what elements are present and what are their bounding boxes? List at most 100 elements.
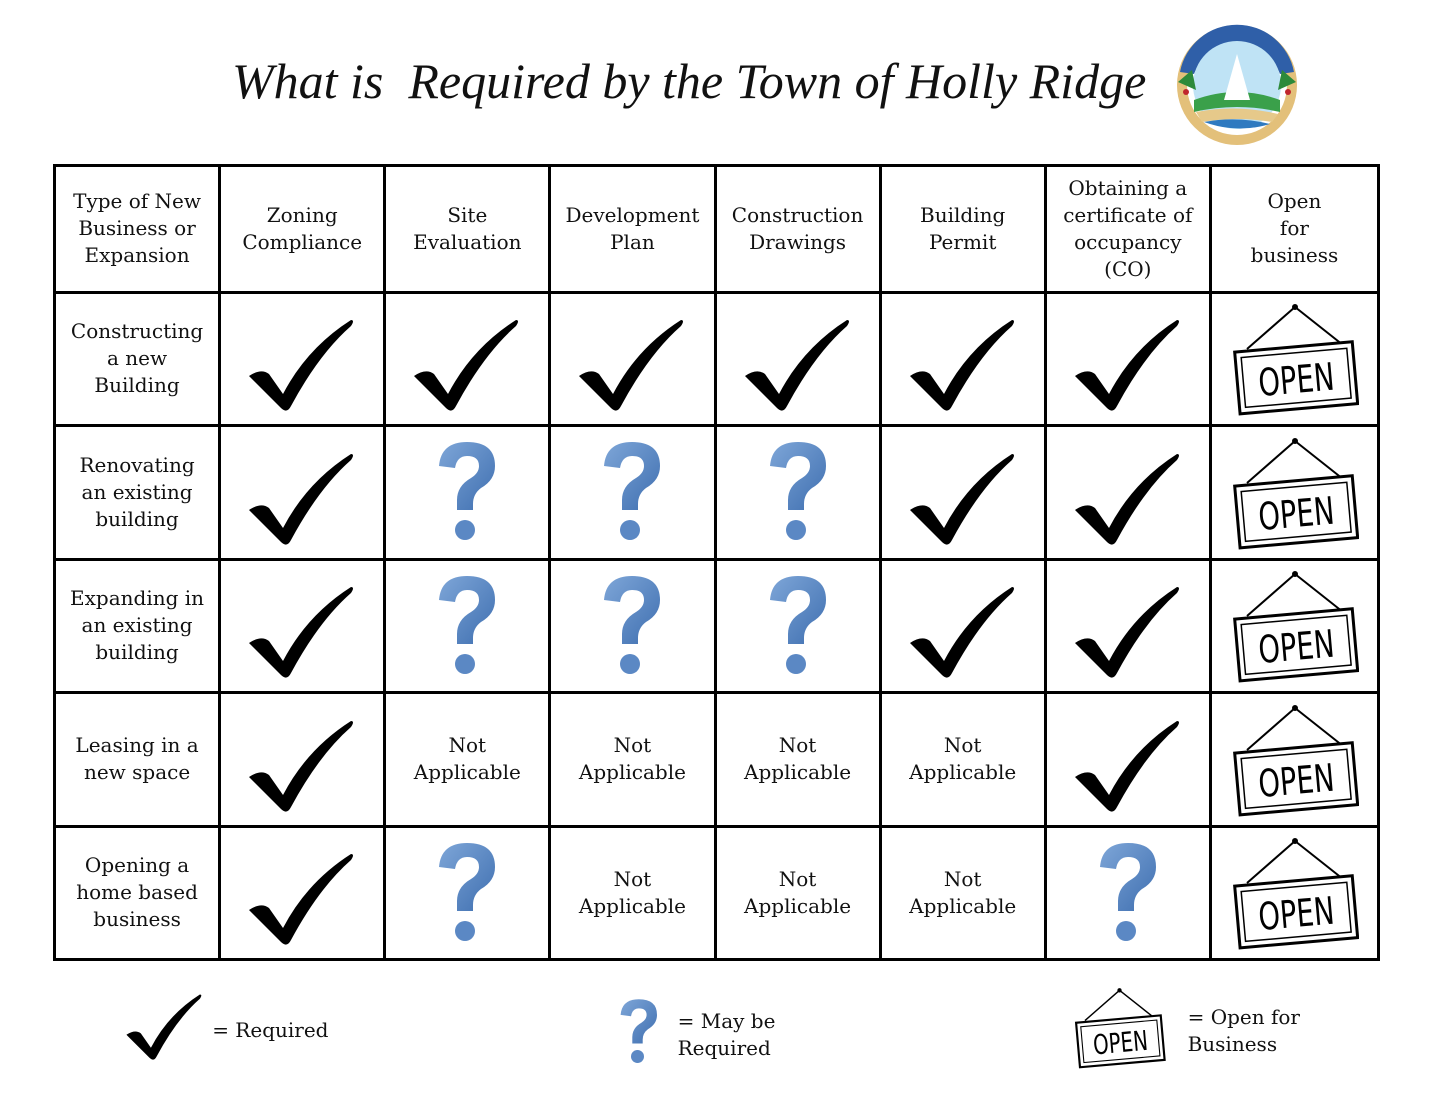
not-applicable-text: Not Applicable xyxy=(909,866,1017,918)
table-cell: Not Applicable xyxy=(716,694,882,828)
checkmark-icon xyxy=(247,452,357,547)
row-header: Opening a home based business xyxy=(56,827,222,958)
svg-text:OPEN: OPEN xyxy=(1257,622,1337,672)
not-applicable-text: Not Applicable xyxy=(744,866,852,918)
column-header-label: Open for business xyxy=(1250,189,1339,268)
checkmark-icon xyxy=(247,585,357,680)
column-header: Obtaining a certificate of occupancy (CO… xyxy=(1046,167,1212,294)
column-header: Building Permit xyxy=(881,167,1047,294)
table-cell xyxy=(221,560,387,694)
column-header-label: Development Plan xyxy=(565,202,700,254)
table-cell: OPEN xyxy=(1212,828,1377,959)
row-header-label: Constructing a new Building xyxy=(70,319,204,398)
open-sign-icon: OPEN xyxy=(1229,435,1360,550)
row-header: Renovating an existing building xyxy=(56,427,222,561)
table-cell xyxy=(881,560,1047,694)
legend-maybe-label: = May be Required xyxy=(677,1009,776,1061)
open-sign-icon: OPEN xyxy=(1229,835,1360,950)
table-cell xyxy=(551,293,717,427)
question-mark-icon xyxy=(435,440,499,544)
table-cell xyxy=(1047,827,1212,958)
table-cell: Not Applicable xyxy=(882,827,1047,958)
checkmark-icon xyxy=(125,993,204,1068)
row-header: Constructing a new Building xyxy=(56,293,222,427)
not-applicable-text: Not Applicable xyxy=(413,733,521,785)
column-header-label: Type of New Business or Expansion xyxy=(73,189,201,268)
checkmark-icon xyxy=(577,318,687,413)
table-cell: Not Applicable xyxy=(551,694,717,828)
not-applicable-text: Not Applicable xyxy=(578,733,686,785)
open-sign-icon: OPEN xyxy=(1072,986,1166,1076)
row-header-label: Expanding in an existing building xyxy=(70,586,205,665)
table-cell xyxy=(386,293,552,427)
table-cell xyxy=(1046,293,1212,427)
column-header: Zoning Compliance xyxy=(221,167,387,294)
checkmark-icon xyxy=(908,585,1018,680)
row-header-label: Renovating an existing building xyxy=(79,452,195,531)
svg-text:OPEN: OPEN xyxy=(1257,488,1337,538)
table-cell: OPEN xyxy=(1211,294,1377,427)
table-cell xyxy=(551,560,717,694)
table-cell xyxy=(221,427,387,561)
checkmark-icon xyxy=(908,318,1018,413)
table-cell xyxy=(386,827,552,958)
table-cell xyxy=(386,427,552,561)
checkmark-icon xyxy=(1073,585,1183,680)
table-cell: OPEN xyxy=(1211,427,1377,561)
table-cell xyxy=(716,560,882,694)
table-cell xyxy=(716,293,882,427)
table-cell xyxy=(551,427,717,561)
column-header-label: Obtaining a certificate of occupancy (CO… xyxy=(1063,175,1193,281)
column-header-label: Site Evaluation xyxy=(413,202,522,254)
row-header-label: Opening a home based business xyxy=(76,853,198,932)
question-mark-icon xyxy=(435,574,499,678)
question-mark-icon xyxy=(766,440,830,544)
table-cell xyxy=(881,427,1047,561)
table-cell: Not Applicable xyxy=(551,827,717,958)
table-cell: OPEN xyxy=(1211,694,1377,828)
svg-text:OPEN: OPEN xyxy=(1257,355,1337,405)
legend-required: = Required xyxy=(125,993,328,1068)
svg-text:OPEN: OPEN xyxy=(1257,755,1337,805)
table-cell xyxy=(386,560,552,694)
not-applicable-text: Not Applicable xyxy=(909,733,1017,785)
page-title: What is Required by the Town of Holly Ri… xyxy=(232,53,1147,109)
legend-maybe: = May be Required xyxy=(618,998,775,1073)
checkmark-icon xyxy=(247,719,357,814)
question-mark-icon xyxy=(766,574,830,678)
open-sign-icon: OPEN xyxy=(1229,568,1360,683)
table-cell: Not Applicable xyxy=(717,827,882,958)
svg-text:OPEN: OPEN xyxy=(1092,1026,1149,1062)
column-header-label: Zoning Compliance xyxy=(242,202,363,254)
table-cell xyxy=(1046,694,1212,828)
column-header: Development Plan xyxy=(551,167,717,294)
question-mark-icon xyxy=(1096,841,1160,945)
holly-ridge-logo xyxy=(1177,24,1297,145)
question-mark-icon xyxy=(435,841,499,945)
question-mark-icon xyxy=(600,574,664,678)
checkmark-icon xyxy=(247,318,357,413)
checkmark-icon xyxy=(412,318,522,413)
checkmark-icon xyxy=(247,852,357,947)
not-applicable-text: Not Applicable xyxy=(578,866,686,918)
column-header: Site Evaluation xyxy=(386,167,552,294)
table-cell xyxy=(221,293,387,427)
question-mark-icon xyxy=(618,998,660,1073)
column-header: Open for business xyxy=(1211,167,1377,294)
table-cell xyxy=(221,694,387,828)
column-header-label: Construction Drawings xyxy=(731,202,864,254)
open-sign-icon: OPEN xyxy=(1229,301,1360,416)
open-sign-icon: OPEN xyxy=(1229,702,1360,817)
svg-text:OPEN: OPEN xyxy=(1257,889,1337,939)
table-cell xyxy=(716,427,882,561)
table-cell xyxy=(881,293,1047,427)
table-cell xyxy=(1046,427,1212,561)
row-header: Expanding in an existing building xyxy=(56,560,222,694)
column-header: Type of New Business or Expansion xyxy=(56,167,222,294)
checkmark-icon xyxy=(1073,318,1183,413)
column-header: Construction Drawings xyxy=(716,167,882,294)
table-cell: OPEN xyxy=(1211,561,1377,694)
requirements-table: Type of New Business or Expansion Zoning … xyxy=(53,164,1380,961)
question-mark-icon xyxy=(600,440,664,544)
checkmark-icon xyxy=(743,318,853,413)
